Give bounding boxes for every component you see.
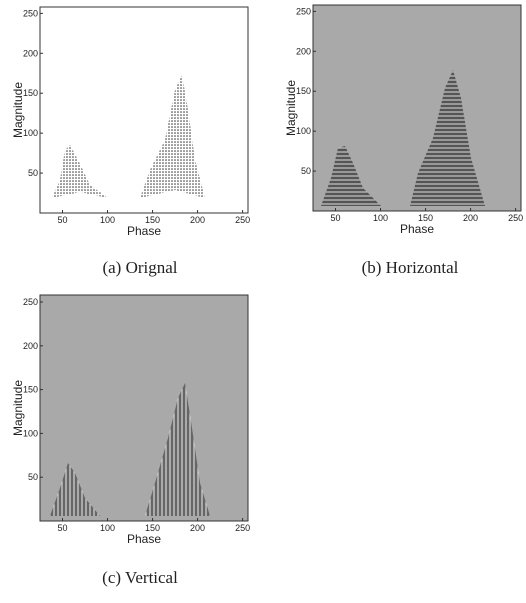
x-tick-label: 250: [508, 213, 523, 223]
x-tick-label: 250: [235, 215, 250, 225]
y-tick-label: 150: [23, 385, 38, 395]
y-tick-label: 250: [23, 8, 38, 18]
y-tick-label: 250: [23, 297, 38, 307]
y-tick-label: 200: [23, 341, 38, 351]
x-tick-label: 200: [190, 523, 205, 533]
y-tick-label: 150: [23, 88, 38, 98]
y-tick-label: 100: [23, 428, 38, 438]
x-tick-label: 100: [100, 215, 115, 225]
y-tick-label: 250: [296, 6, 311, 16]
x-tick-label: 50: [58, 523, 68, 533]
x-tick-label: 150: [145, 215, 160, 225]
x-axis-label: Phase: [127, 224, 161, 238]
x-axis-label: Phase: [400, 222, 434, 236]
x-tick-label: 50: [58, 215, 68, 225]
x-tick-label: 150: [145, 523, 160, 533]
caption: (b) Horizontal: [361, 258, 459, 277]
cluster: [52, 145, 108, 198]
y-tick-label: 100: [23, 128, 38, 138]
y-tick-label: 150: [296, 86, 311, 96]
caption: (c) Vertical: [102, 568, 178, 587]
y-tick-label: 200: [23, 48, 38, 58]
cluster: [145, 383, 210, 516]
x-tick-label: 100: [100, 523, 115, 533]
x-tick-label: 200: [190, 215, 205, 225]
chart-c: 50 100 150 200 250 50 100 150 200 250 Phase Magnitu…: [11, 294, 250, 546]
x-axis-label: Phase: [127, 532, 161, 546]
caption: (a) Orignal: [102, 258, 178, 277]
x-tick-label: 100: [373, 213, 388, 223]
y-axis-label: Magnitude: [11, 380, 25, 436]
cluster: [50, 463, 100, 516]
y-axis-label: Magnitude: [11, 82, 25, 138]
chart-b: 50 100 150 200 250 50 100 150 200 250 Phase Magnitu…: [284, 4, 523, 236]
y-tick-label: 50: [28, 168, 38, 178]
y-axis-label: Magnitude: [284, 80, 298, 136]
y-tick-label: 50: [301, 166, 311, 176]
y-tick-label: 200: [296, 46, 311, 56]
cluster: [321, 146, 381, 206]
chart-a: 50 100 150 200 250 50 100 150 200 250 Phase Magnitu…: [11, 6, 250, 238]
x-tick-label: 200: [463, 213, 478, 223]
x-tick-label: 150: [418, 213, 433, 223]
y-tick-label: 100: [296, 126, 311, 136]
y-tick-label: 50: [28, 472, 38, 482]
x-tick-label: 250: [235, 523, 250, 533]
cluster: [140, 75, 205, 198]
cluster: [410, 70, 485, 206]
x-tick-label: 50: [331, 213, 341, 223]
